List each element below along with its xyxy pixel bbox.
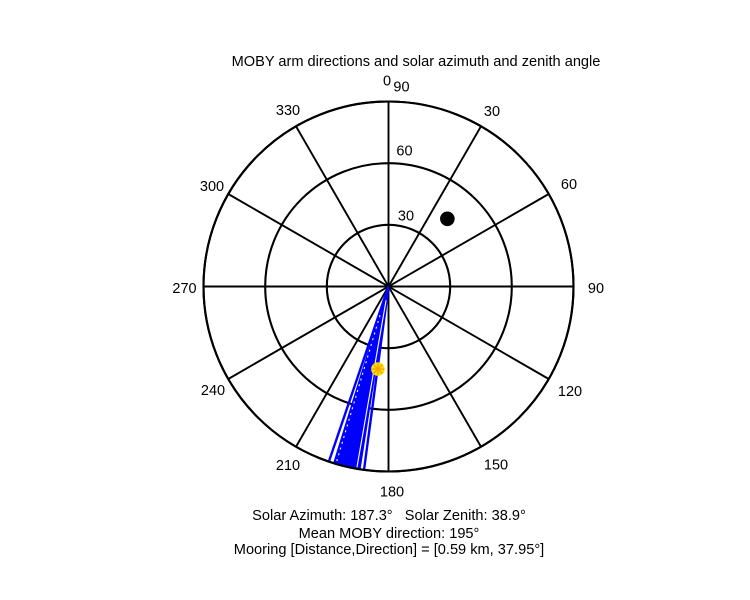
azimuth-label-120: 120 xyxy=(558,384,582,400)
outer-ring-overlay xyxy=(202,100,575,473)
azimuth-label-300: 300 xyxy=(200,179,224,195)
mean-direction-readout: Mean MOBY direction: 195° xyxy=(298,526,480,542)
azimuth-label-90: 90 xyxy=(588,281,604,297)
azimuth-label-330: 330 xyxy=(276,103,300,119)
azimuth-label-240: 240 xyxy=(201,383,225,399)
zenith-label-30: 30 xyxy=(398,209,414,225)
arm-line-198.8 xyxy=(327,286,390,463)
sun-ray-icon xyxy=(372,364,383,375)
arm-gap-line-189.9 xyxy=(356,300,387,468)
ring-60 xyxy=(264,162,513,411)
ring-30 xyxy=(325,223,452,350)
arm-line-187.6 xyxy=(362,286,390,471)
azimuth-label-30: 30 xyxy=(484,104,500,120)
azimuth-label-270: 270 xyxy=(172,281,196,297)
zenith-label-60: 60 xyxy=(396,144,412,160)
azimuth-label-0: 0 xyxy=(383,74,391,90)
azimuth-label-180: 180 xyxy=(380,485,404,501)
azimuth-label-60: 60 xyxy=(561,177,577,193)
solar-readout: Solar Azimuth: 187.3° Solar Zenith: 38.9… xyxy=(252,508,526,524)
chart-title: MOBY arm directions and solar azimuth an… xyxy=(231,54,601,70)
zenith-label-90: 90 xyxy=(393,80,409,96)
arm-gap-line-196.5 xyxy=(335,315,381,463)
azimuth-label-150: 150 xyxy=(484,458,508,474)
moby-arm-fan xyxy=(327,286,390,471)
solar-position-marker xyxy=(371,362,385,376)
mooring-readout: Mooring [Distance,Direction] = [0.59 km,… xyxy=(233,541,545,558)
mooring-marker xyxy=(440,211,455,227)
azimuth-label-210: 210 xyxy=(276,458,300,474)
